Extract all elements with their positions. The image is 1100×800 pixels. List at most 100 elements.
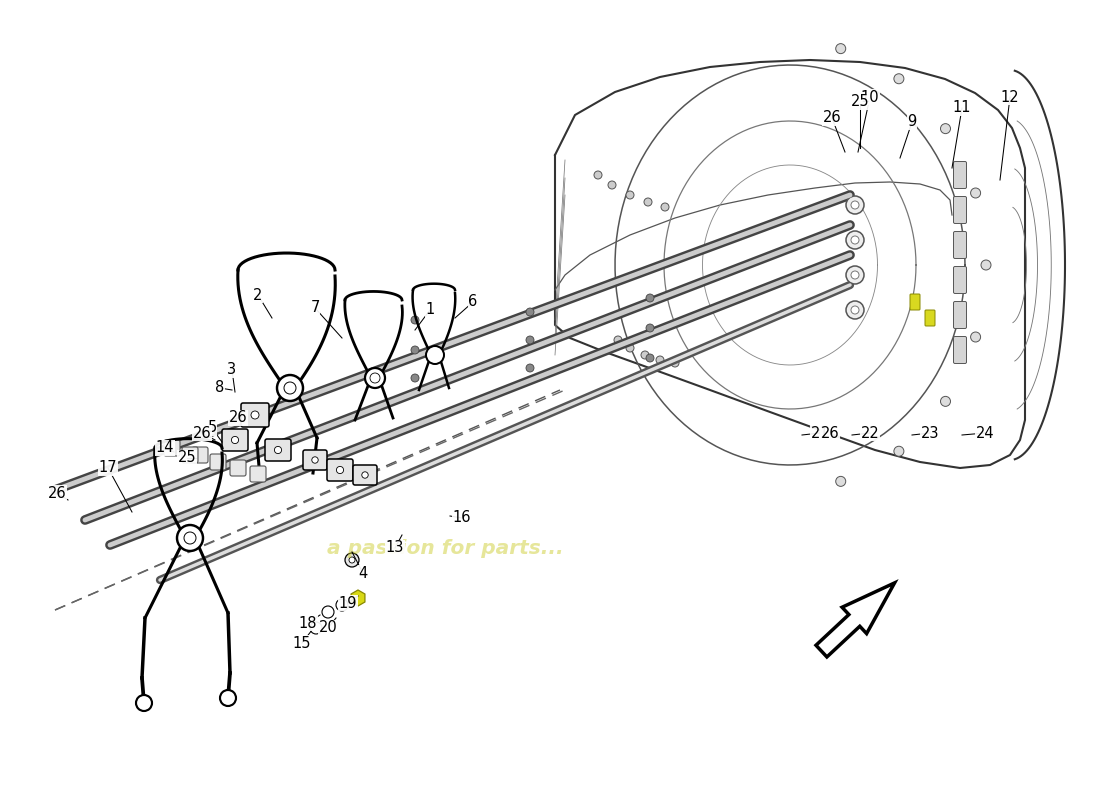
Circle shape <box>894 446 904 456</box>
Circle shape <box>274 446 282 454</box>
Circle shape <box>846 301 864 319</box>
Polygon shape <box>816 583 894 657</box>
Circle shape <box>349 557 355 563</box>
Circle shape <box>846 231 864 249</box>
Circle shape <box>526 308 534 316</box>
FancyBboxPatch shape <box>910 294 920 310</box>
Circle shape <box>970 332 980 342</box>
FancyBboxPatch shape <box>241 403 270 427</box>
Circle shape <box>646 354 654 362</box>
Circle shape <box>365 368 385 388</box>
Circle shape <box>646 294 654 302</box>
Text: 19: 19 <box>339 595 358 610</box>
Circle shape <box>526 336 534 344</box>
Circle shape <box>310 622 322 634</box>
Text: 26: 26 <box>47 486 66 501</box>
FancyBboxPatch shape <box>954 337 967 363</box>
FancyBboxPatch shape <box>230 460 246 476</box>
Text: 9: 9 <box>908 114 916 130</box>
Text: 11: 11 <box>953 101 971 115</box>
Circle shape <box>626 191 634 199</box>
Text: 4: 4 <box>359 566 367 581</box>
Circle shape <box>894 74 904 84</box>
Text: 25: 25 <box>850 94 869 110</box>
FancyBboxPatch shape <box>222 429 248 451</box>
Circle shape <box>362 472 369 478</box>
Text: 6: 6 <box>469 294 477 310</box>
Circle shape <box>644 198 652 206</box>
Text: 20: 20 <box>319 621 338 635</box>
Circle shape <box>411 346 419 354</box>
Circle shape <box>411 374 419 382</box>
FancyBboxPatch shape <box>210 454 225 470</box>
Text: 23: 23 <box>921 426 939 441</box>
Text: 2: 2 <box>253 287 263 302</box>
Text: 7: 7 <box>310 301 320 315</box>
Text: 15: 15 <box>293 635 311 650</box>
Text: 25: 25 <box>178 450 196 466</box>
Circle shape <box>526 364 534 372</box>
Circle shape <box>646 324 654 332</box>
Text: 12: 12 <box>1001 90 1020 105</box>
Text: 26: 26 <box>192 426 211 441</box>
Circle shape <box>614 336 622 344</box>
Circle shape <box>661 203 669 211</box>
Circle shape <box>594 171 602 179</box>
Circle shape <box>251 411 258 419</box>
Circle shape <box>851 201 859 209</box>
FancyBboxPatch shape <box>954 162 967 189</box>
Circle shape <box>345 553 359 567</box>
FancyBboxPatch shape <box>250 466 266 482</box>
Circle shape <box>940 124 950 134</box>
FancyBboxPatch shape <box>954 197 967 223</box>
FancyBboxPatch shape <box>182 447 198 463</box>
Text: 5: 5 <box>208 421 217 435</box>
Text: 16: 16 <box>453 510 471 526</box>
Circle shape <box>851 271 859 279</box>
FancyBboxPatch shape <box>302 450 327 470</box>
Circle shape <box>671 359 679 367</box>
Circle shape <box>940 396 950 406</box>
Text: a passion for parts...: a passion for parts... <box>327 538 563 558</box>
Circle shape <box>277 375 302 401</box>
FancyBboxPatch shape <box>954 231 967 258</box>
FancyBboxPatch shape <box>353 465 377 485</box>
FancyBboxPatch shape <box>192 447 208 463</box>
Text: 26: 26 <box>823 110 842 126</box>
Text: 1: 1 <box>426 302 434 318</box>
Circle shape <box>608 181 616 189</box>
Text: 17: 17 <box>99 461 118 475</box>
Circle shape <box>836 44 846 54</box>
FancyBboxPatch shape <box>954 302 967 329</box>
FancyBboxPatch shape <box>265 439 292 461</box>
Circle shape <box>626 344 634 352</box>
Circle shape <box>336 599 348 611</box>
Circle shape <box>641 351 649 359</box>
Circle shape <box>970 188 980 198</box>
FancyBboxPatch shape <box>164 440 180 456</box>
Text: 24: 24 <box>976 426 994 441</box>
Text: 26: 26 <box>229 410 248 426</box>
Circle shape <box>981 260 991 270</box>
Circle shape <box>846 266 864 284</box>
Text: 8: 8 <box>216 381 224 395</box>
Circle shape <box>311 457 318 463</box>
Text: 18: 18 <box>299 615 317 630</box>
Circle shape <box>851 306 859 314</box>
Circle shape <box>836 476 846 486</box>
Circle shape <box>136 695 152 711</box>
Text: 14: 14 <box>156 441 174 455</box>
Circle shape <box>851 236 859 244</box>
Text: 3: 3 <box>228 362 236 378</box>
Circle shape <box>411 316 419 324</box>
Circle shape <box>337 466 343 474</box>
Text: 26: 26 <box>821 426 839 441</box>
FancyBboxPatch shape <box>954 266 967 294</box>
Circle shape <box>231 437 239 443</box>
Text: 10: 10 <box>860 90 879 105</box>
Circle shape <box>656 356 664 364</box>
Circle shape <box>846 196 864 214</box>
Text: 21: 21 <box>811 426 829 441</box>
Circle shape <box>426 346 444 364</box>
Circle shape <box>177 525 204 551</box>
